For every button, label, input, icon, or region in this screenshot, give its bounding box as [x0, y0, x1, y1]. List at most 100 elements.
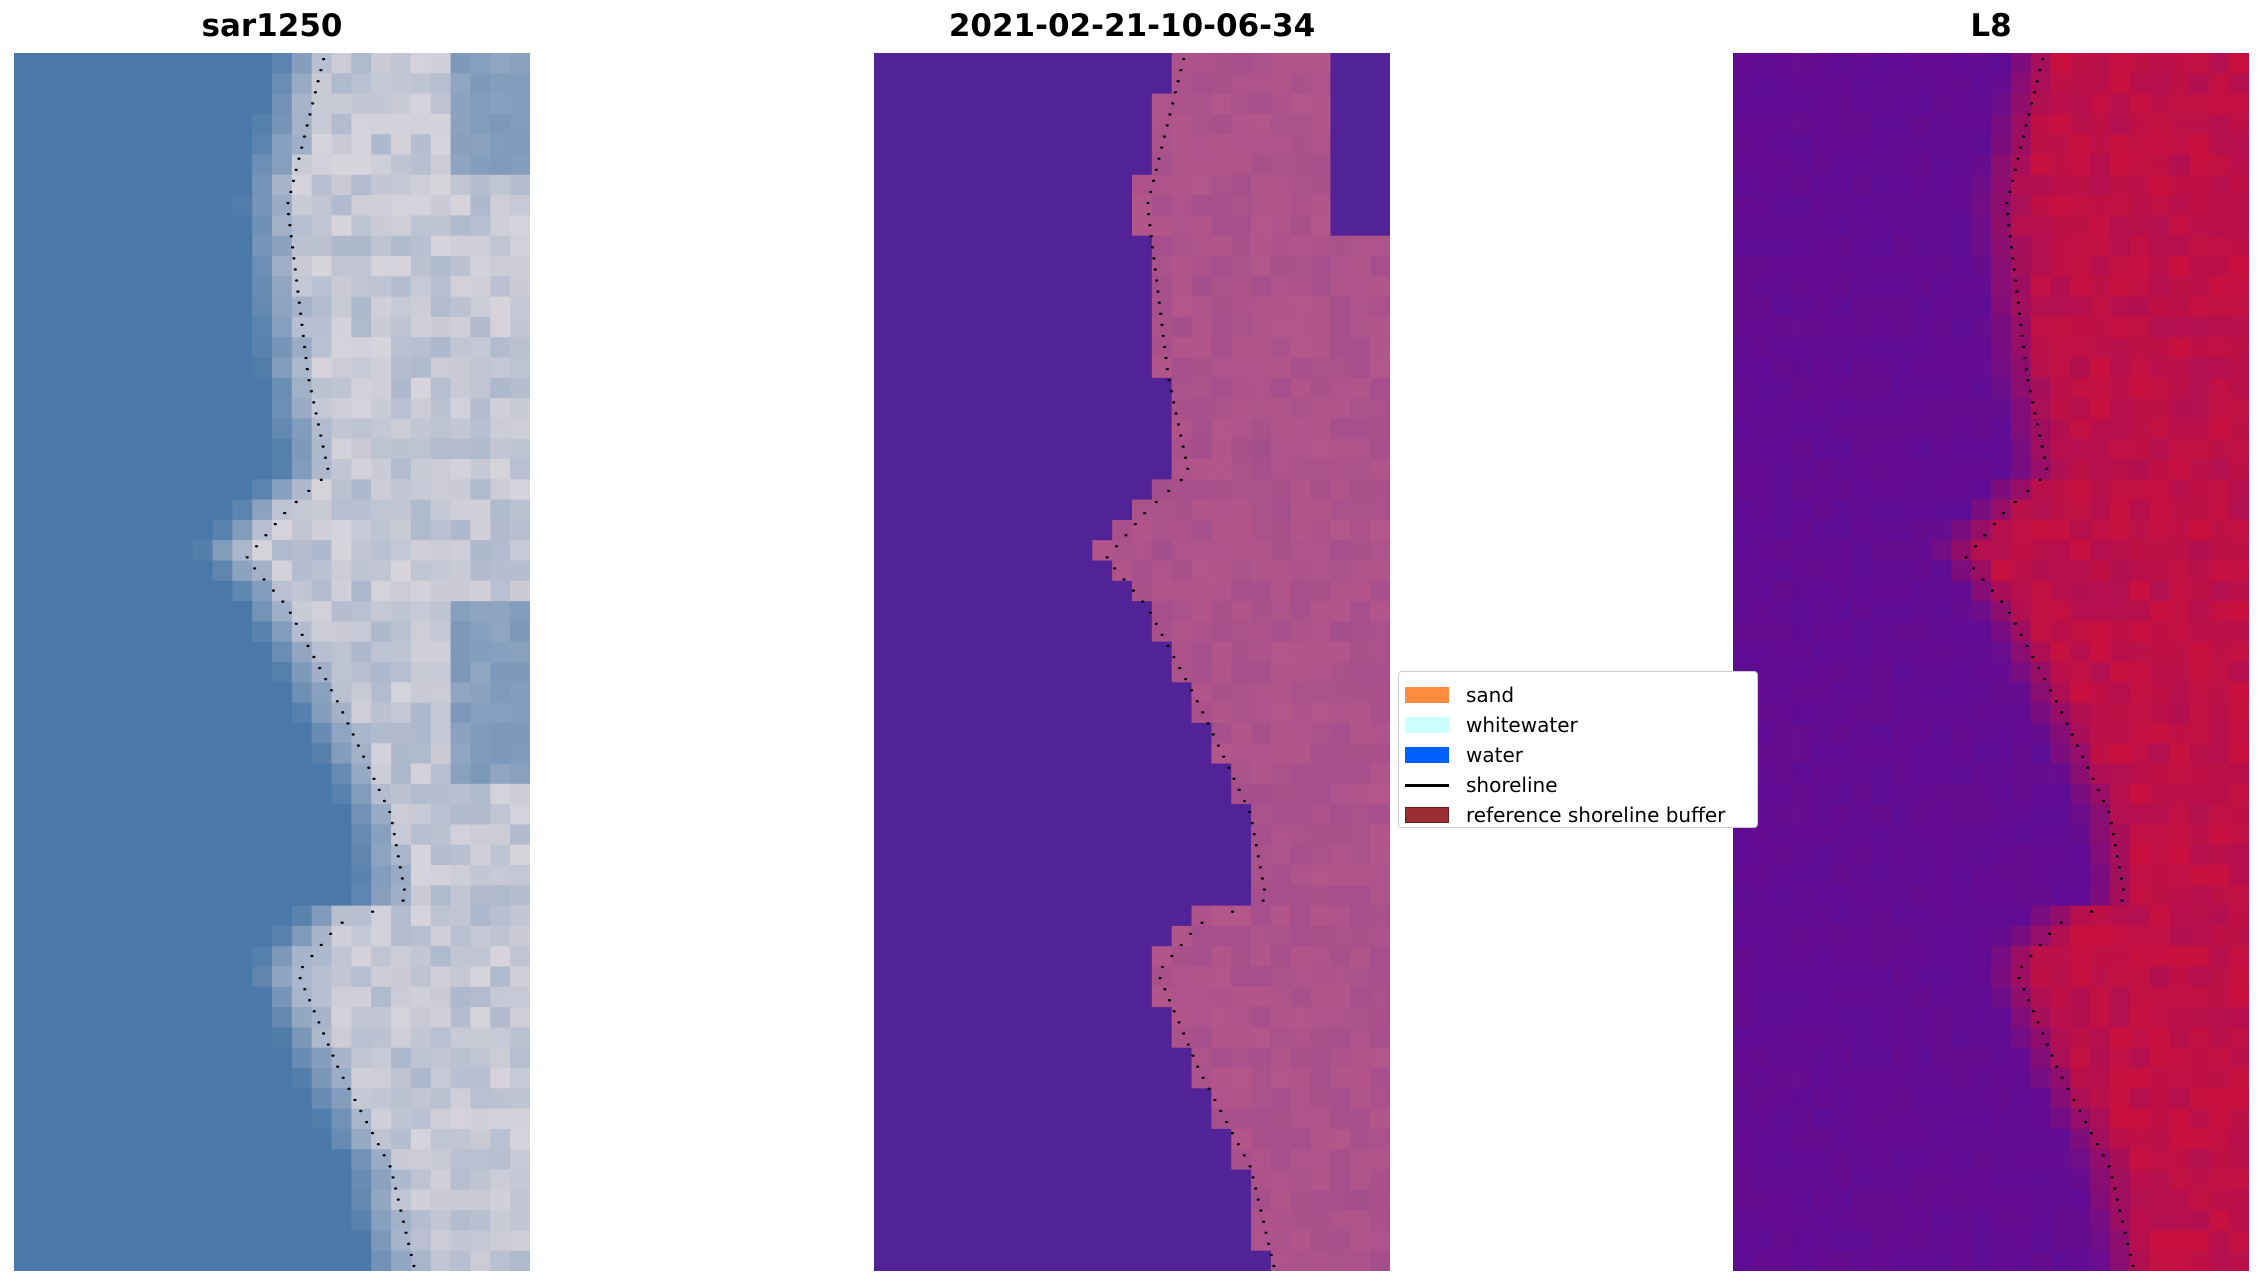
panel-title-date: 2021-02-21-10-06-34 — [948, 8, 1316, 44]
image-pixel — [2010, 662, 2032, 683]
image-pixel — [450, 398, 471, 419]
image-pixel — [2010, 93, 2032, 115]
image-pixel — [2070, 1210, 2091, 1231]
image-pixel — [1871, 398, 1893, 419]
image-pixel — [1971, 1250, 1992, 1271]
image-pixel — [291, 1189, 313, 1211]
image-pixel — [1330, 1149, 1351, 1170]
shoreline-point — [296, 290, 300, 293]
image-pixel — [2030, 215, 2051, 237]
image-pixel — [1310, 865, 1331, 886]
image-pixel — [893, 865, 915, 886]
image-pixel — [1012, 337, 1034, 358]
image-pixel — [1971, 1128, 1992, 1150]
image-pixel — [933, 580, 954, 602]
image-pixel — [232, 743, 253, 764]
image-pixel — [1052, 235, 1073, 257]
image-pixel — [2229, 1128, 2249, 1150]
image-pixel — [53, 1189, 74, 1211]
image-pixel — [371, 804, 392, 825]
image-pixel — [1052, 662, 1073, 683]
image-pixel — [470, 986, 491, 1008]
image-pixel — [2149, 195, 2171, 216]
image-pixel — [430, 743, 452, 764]
image-pixel — [212, 53, 233, 74]
image-pixel — [953, 783, 974, 805]
image-pixel — [913, 1088, 934, 1110]
image-pixel — [1072, 1068, 1093, 1089]
image-pixel — [1290, 1189, 1312, 1211]
image-pixel — [2149, 113, 2171, 135]
image-pixel — [933, 73, 954, 95]
image-pixel — [1911, 905, 1932, 927]
image-pixel — [2189, 986, 2210, 1008]
image-pixel — [1772, 357, 1793, 379]
image-pixel — [874, 682, 895, 704]
image-pixel — [93, 296, 114, 318]
image-pixel — [1733, 946, 1754, 967]
image-pixel — [2050, 966, 2071, 988]
image-pixel — [470, 783, 491, 805]
image-pixel — [2010, 438, 2032, 460]
image-pixel — [2229, 316, 2249, 338]
image-pixel — [291, 560, 313, 582]
image-pixel — [2050, 662, 2071, 683]
image-pixel — [152, 337, 174, 358]
image-pixel — [913, 804, 934, 825]
image-pixel — [2229, 601, 2249, 622]
image-pixel — [2070, 235, 2091, 257]
image-pixel — [1151, 53, 1173, 74]
image-pixel — [893, 479, 915, 501]
image-pixel — [351, 316, 372, 338]
shoreline-point — [1150, 246, 1155, 249]
image-pixel — [2010, 398, 2032, 419]
image-pixel — [192, 357, 213, 379]
image-pixel — [1290, 73, 1312, 95]
image-pixel — [113, 1007, 134, 1028]
image-pixel — [1971, 1047, 1992, 1069]
image-pixel — [331, 1189, 352, 1211]
image-pixel — [311, 560, 332, 582]
image-pixel — [1991, 1007, 2012, 1028]
image-pixel — [1752, 1047, 1774, 1069]
image-pixel — [1290, 560, 1312, 582]
image-pixel — [1733, 256, 1754, 277]
image-pixel — [1012, 824, 1034, 846]
image-pixel — [192, 824, 213, 846]
image-pixel — [331, 580, 352, 602]
image-pixel — [331, 174, 352, 196]
image-pixel — [2070, 560, 2091, 582]
image-pixel — [1112, 601, 1133, 622]
image-pixel — [1290, 276, 1312, 298]
image-pixel — [490, 1250, 511, 1271]
image-pixel — [1251, 235, 1272, 257]
shoreline-point — [1179, 478, 1183, 482]
image-pixel — [1891, 865, 1913, 886]
image-pixel — [1231, 519, 1252, 541]
image-pixel — [490, 702, 511, 724]
image-pixel — [1012, 1128, 1034, 1150]
image-pixel — [1112, 560, 1133, 582]
image-pixel — [1132, 195, 1153, 216]
image-pixel — [1151, 824, 1173, 846]
image-pixel — [212, 1007, 233, 1028]
image-pixel — [1151, 580, 1173, 602]
image-pixel — [172, 276, 194, 298]
image-pixel — [1991, 296, 2012, 318]
image-pixel — [1971, 540, 1992, 561]
image-pixel — [1852, 1189, 1873, 1211]
image-pixel — [1231, 1250, 1252, 1271]
image-pixel — [510, 316, 530, 338]
image-pixel — [933, 499, 954, 521]
image-pixel — [311, 885, 332, 907]
image-pixel — [913, 296, 934, 318]
image-pixel — [133, 682, 154, 704]
image-pixel — [430, 1068, 452, 1089]
image-pixel — [1733, 499, 1754, 521]
shoreline-point — [399, 1209, 403, 1212]
image-pixel — [232, 1210, 253, 1231]
image-pixel — [1251, 1169, 1272, 1191]
image-pixel — [1911, 885, 1932, 907]
image-pixel — [2129, 1230, 2151, 1252]
image-pixel — [133, 73, 154, 95]
